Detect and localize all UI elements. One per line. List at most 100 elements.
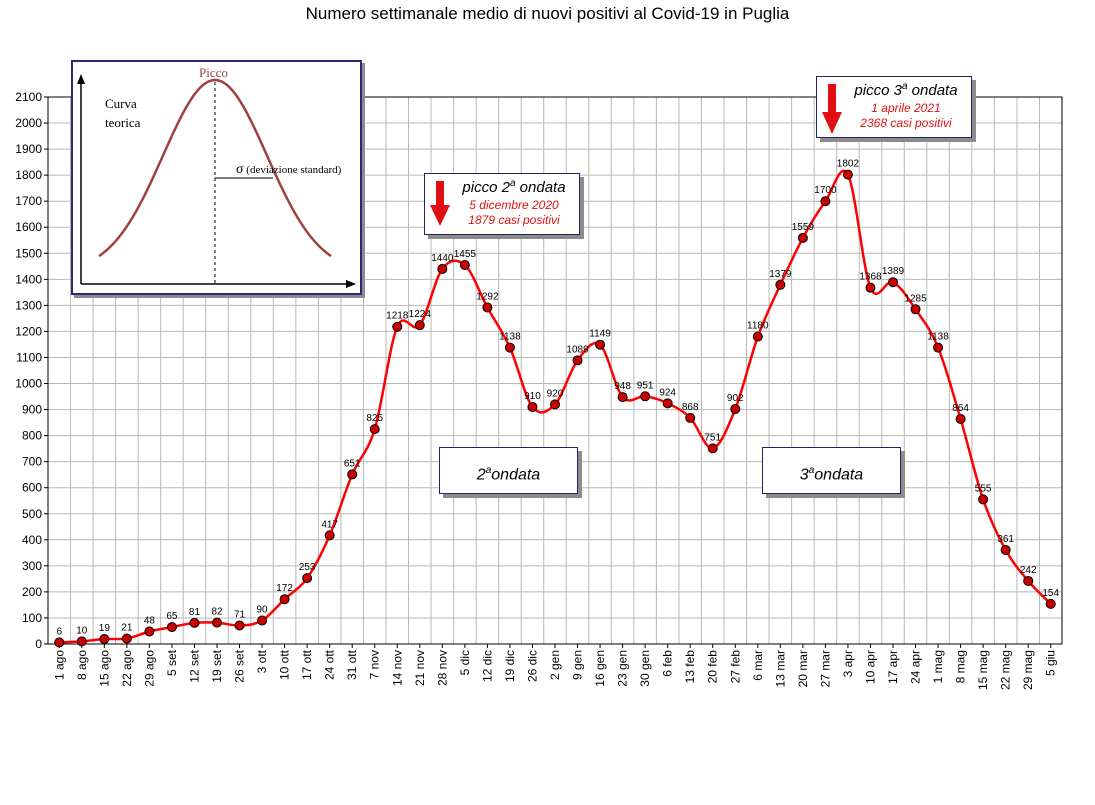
x-tick-label: 19 dic — [503, 650, 517, 682]
x-tick-label: 31 ott — [345, 649, 359, 680]
x-tick-label: 1 mag — [931, 650, 945, 683]
peak2-cases: 1879 casi positivi — [468, 213, 560, 227]
x-tick-label: 12 set — [187, 649, 201, 682]
x-axis-ticks: 1 ago 8 ago 15 ago 22 ago 29 ago 5 set 12 set 1… — [52, 644, 1058, 690]
peak3-annotation: picco 3a ondata 1 aprile 2021 2368 casi … — [816, 76, 972, 138]
x-tick-label: 14 nov — [390, 650, 404, 686]
x-tick-label: 17 apr — [886, 650, 900, 684]
data-point — [482, 302, 493, 313]
data-point — [1023, 575, 1034, 586]
inset-x-arrow — [346, 280, 356, 288]
x-tick-label: 1 ago — [52, 650, 66, 680]
chart-title: Numero settimanale medio di nuovi positi… — [305, 4, 790, 23]
x-tick-label: 5 giu — [1044, 650, 1058, 676]
data-point — [640, 391, 651, 402]
peak2-title-base: picco 2 — [462, 179, 510, 196]
data-point — [437, 263, 448, 274]
inset-bell-curve — [98, 78, 332, 258]
peak2-title-rest: ondata — [515, 179, 566, 196]
y-tick-label: 300 — [22, 559, 42, 573]
data-label: 417 — [321, 519, 338, 530]
x-tick-label: 13 feb — [683, 650, 697, 684]
peak3-title-base: picco 3 — [854, 82, 902, 99]
data-point — [752, 331, 763, 342]
peak3-title-rest: ondata — [907, 82, 958, 99]
data-label: 21 — [121, 623, 133, 634]
x-tick-label: 21 nov — [413, 650, 427, 686]
x-tick-label: 29 ago — [142, 650, 156, 687]
arrow-down-icon — [822, 84, 842, 134]
data-point — [685, 412, 696, 423]
peak3-title-sup: a — [901, 81, 908, 92]
peak2-title-sup: a — [509, 178, 516, 189]
wave2-num: 2 — [476, 466, 486, 484]
y-tick-label: 1600 — [15, 220, 42, 234]
data-label: 864 — [952, 403, 969, 414]
data-point — [76, 636, 87, 647]
peak3-cases: 2368 casi positivi — [860, 116, 952, 130]
x-tick-label: 7 nov — [368, 650, 382, 679]
data-point — [347, 469, 358, 480]
x-tick-label: 24 apr — [909, 650, 923, 684]
y-tick-label: 1100 — [16, 350, 42, 364]
data-point — [617, 392, 628, 403]
data-label: 1389 — [882, 266, 905, 277]
x-tick-label: 9 gen — [571, 650, 585, 680]
data-point — [302, 573, 313, 584]
data-label: 1379 — [769, 269, 792, 280]
y-tick-label: 400 — [22, 533, 42, 547]
y-tick-label: 1900 — [15, 142, 42, 156]
peak3-date: 1 aprile 2021 — [871, 101, 941, 115]
data-point — [888, 277, 898, 288]
x-tick-label: 10 apr — [863, 650, 877, 684]
data-label: 1368 — [859, 272, 882, 283]
data-label: 1218 — [386, 311, 409, 322]
data-point — [1045, 598, 1056, 609]
y-tick-label: 2100 — [15, 90, 42, 104]
data-point — [662, 398, 673, 409]
y-tick-label: 2000 — [15, 116, 42, 130]
data-label: 1180 — [747, 321, 769, 332]
x-tick-label: 19 set — [210, 649, 224, 682]
data-label: 1224 — [409, 309, 432, 320]
x-tick-label: 5 set — [165, 649, 179, 676]
y-tick-label: 600 — [22, 481, 42, 495]
y-tick-label: 1500 — [15, 246, 42, 260]
y-tick-label: 1300 — [15, 298, 42, 312]
data-point — [527, 401, 538, 412]
data-label: 651 — [344, 458, 361, 469]
y-tick-label: 0 — [35, 637, 42, 651]
x-tick-label: 16 gen — [593, 650, 607, 687]
x-tick-label: 29 mag — [1021, 650, 1035, 690]
data-label: 65 — [166, 611, 178, 622]
data-label: 1149 — [589, 329, 611, 340]
data-point — [212, 617, 222, 628]
x-tick-label: 13 mar — [773, 650, 787, 687]
data-label: 48 — [144, 615, 156, 626]
data-label: 555 — [975, 483, 992, 494]
data-label: 825 — [366, 413, 383, 424]
data-label: 1559 — [792, 222, 815, 233]
x-tick-label: 8 ago — [75, 650, 89, 680]
data-point — [504, 342, 515, 353]
data-point — [392, 321, 403, 332]
wave2-text: ondata — [491, 466, 541, 484]
wave3-label: 3aondata — [762, 447, 901, 494]
data-label: 924 — [659, 387, 676, 398]
data-label: 951 — [637, 380, 654, 391]
x-tick-label: 23 gen — [616, 650, 630, 687]
data-label: 920 — [547, 388, 564, 399]
data-label: 910 — [524, 391, 541, 402]
data-point — [234, 620, 245, 631]
peak2-date: 5 dicembre 2020 — [469, 198, 559, 212]
data-label: 10 — [76, 625, 88, 636]
x-tick-label: 5 dic — [458, 650, 472, 675]
y-tick-label: 1000 — [15, 377, 42, 391]
data-point — [459, 260, 470, 271]
x-tick-label: 27 mar — [818, 650, 832, 687]
data-point — [775, 279, 786, 290]
wave3-sup: a — [808, 465, 815, 476]
x-tick-label: 12 dic — [480, 650, 494, 682]
data-point — [144, 626, 155, 637]
